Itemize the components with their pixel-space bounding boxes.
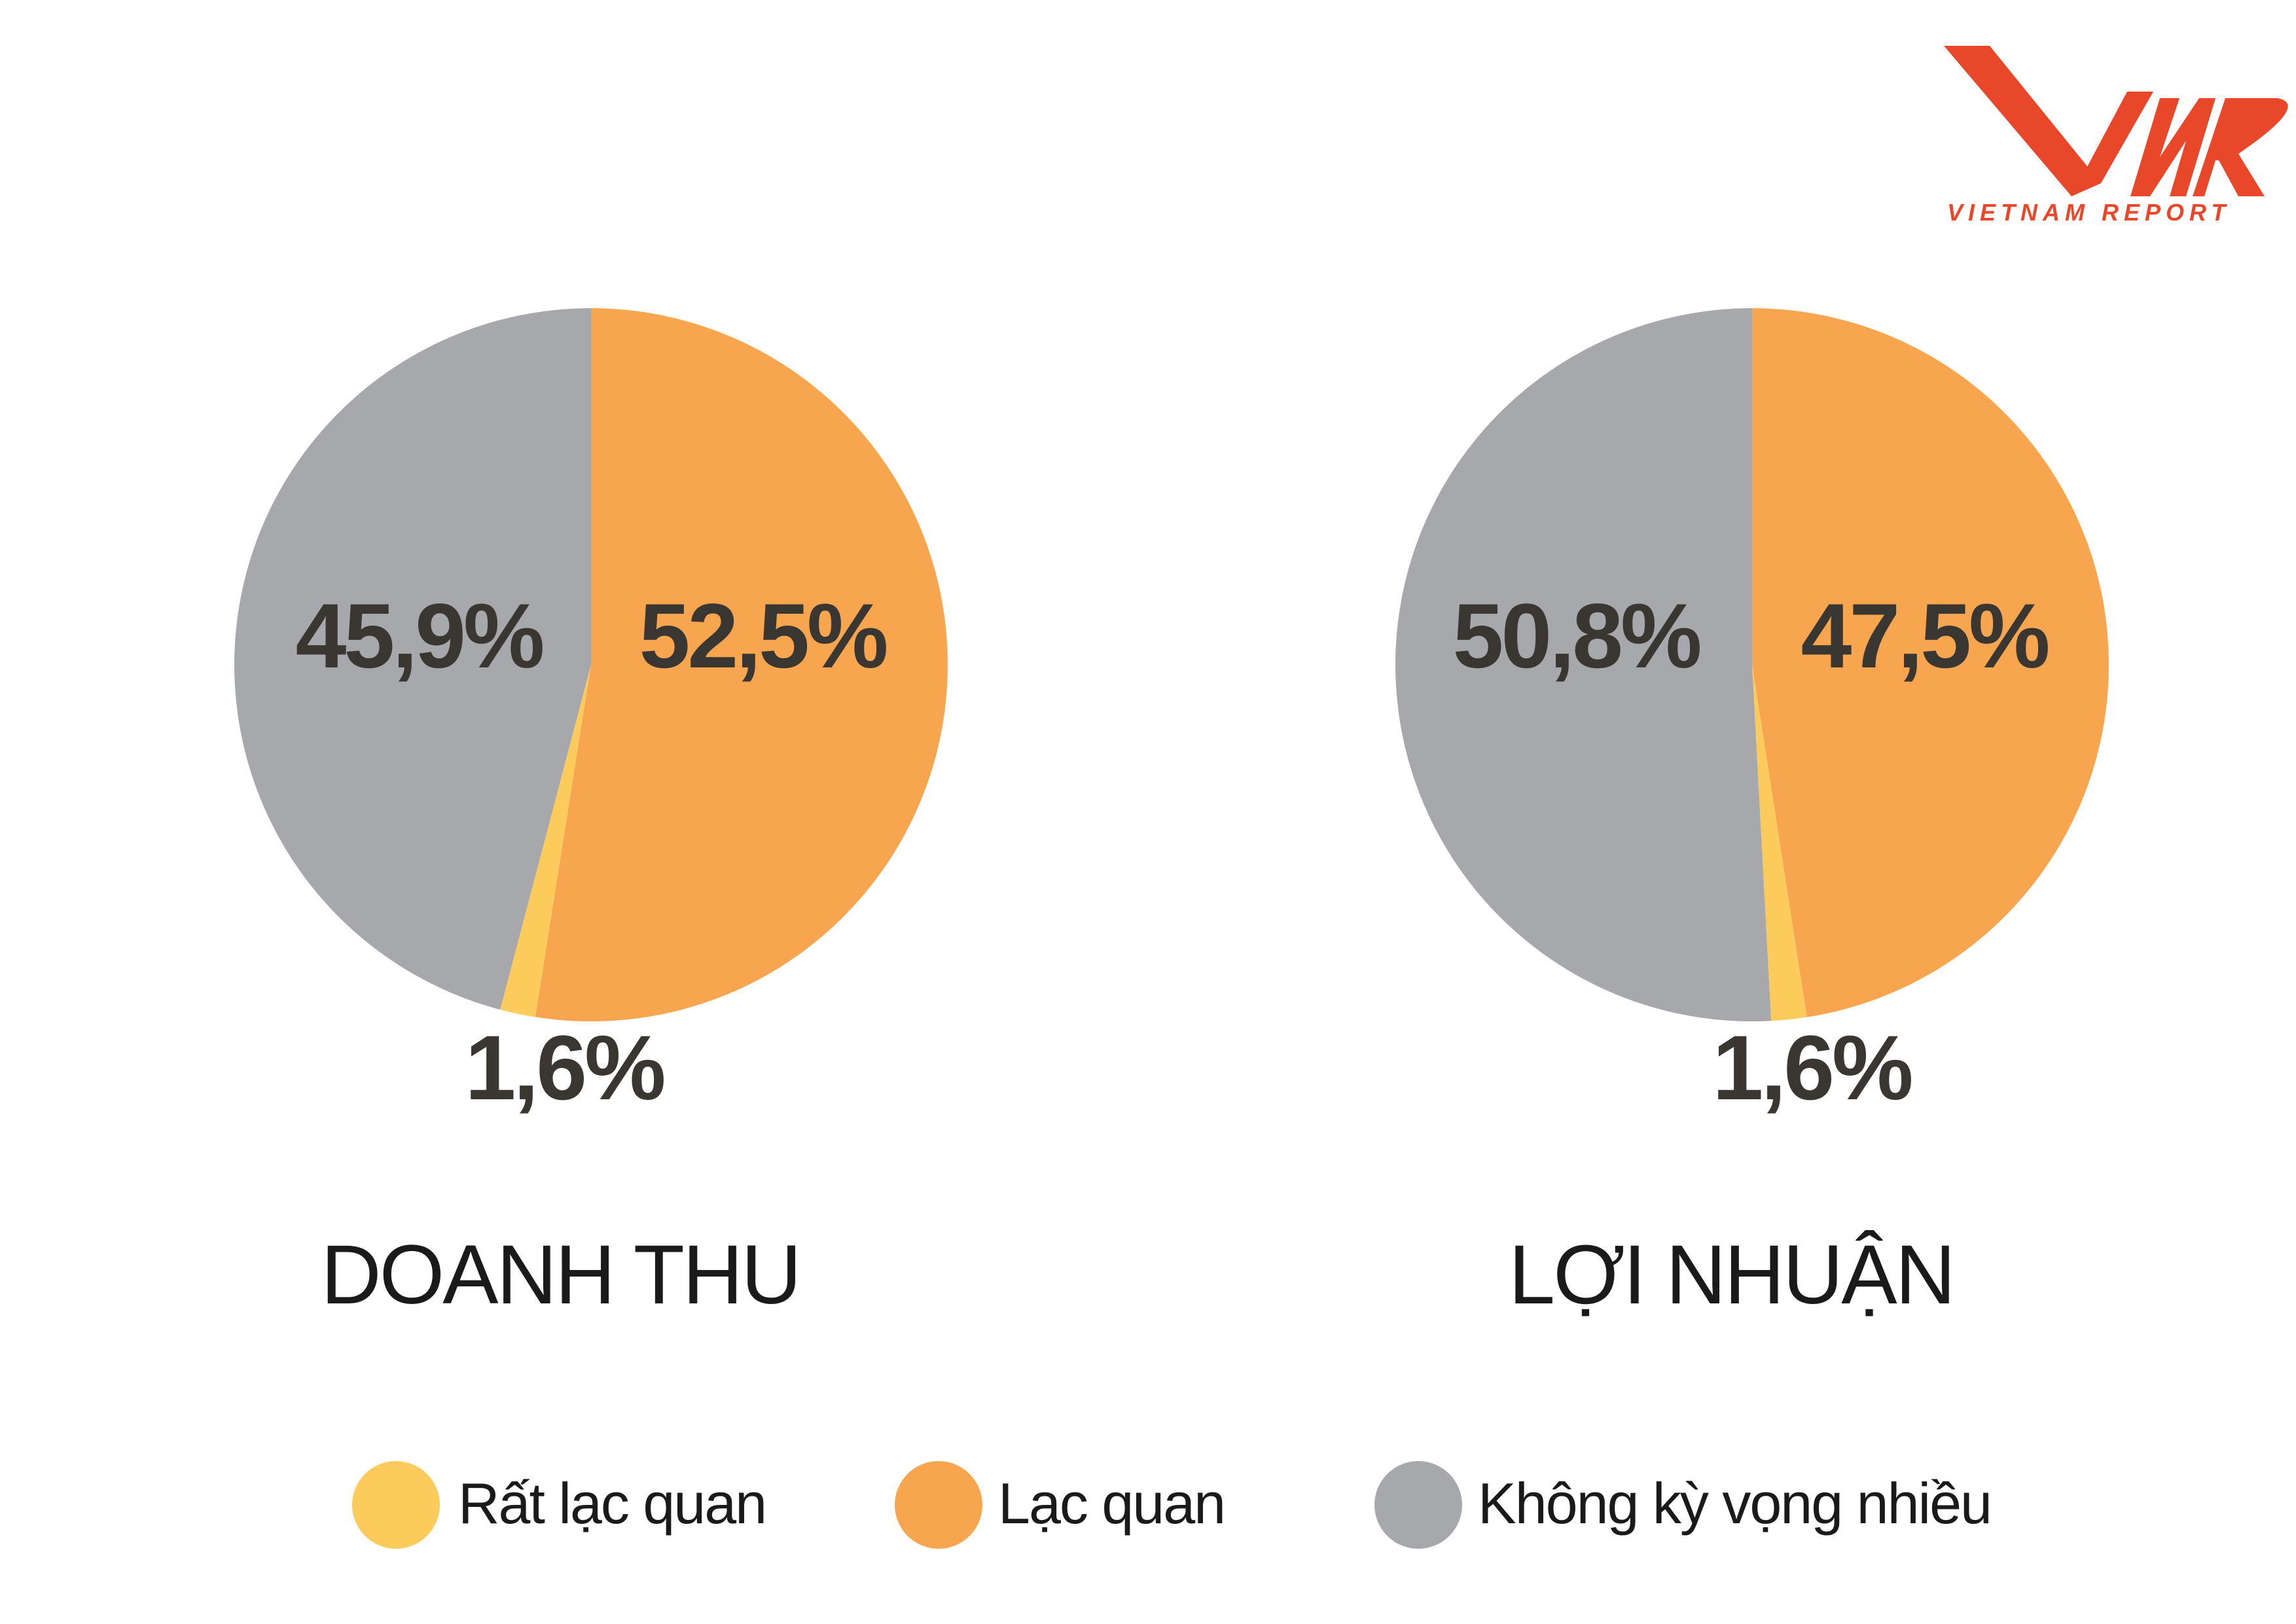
logo-text: VIETNAM REPORT [1947, 199, 2231, 226]
pie-chart-loi-nhuan: 50,8% 47,5% 1,6% LỢI NHUẬN [1395, 308, 2109, 1322]
slice-label-khong-ky-vong: 50,8% [1453, 584, 1700, 687]
slice-label-lac-quan: 47,5% [1801, 584, 2048, 687]
legend-swatch [352, 1461, 440, 1549]
pie-slice-lac-quan [1752, 308, 2109, 1017]
logo-n-mark [2130, 98, 2215, 196]
legend-label: Lạc quan [998, 1471, 1225, 1536]
chart-title-loi-nhuan: LỢI NHUẬN [1509, 1228, 1954, 1322]
pie-slice-khong-ky-vong-nhieu [234, 308, 591, 1010]
legend-item-rat-lac-quan: Rất lạc quan [352, 1461, 767, 1549]
legend-label: Rất lạc quan [458, 1471, 766, 1536]
slice-label-lac-quan: 52,5% [639, 584, 886, 687]
pie-slices [1395, 308, 2109, 1021]
chart-title-doanh-thu: DOANH THU [321, 1228, 800, 1322]
legend-swatch [895, 1461, 982, 1549]
legend: Rất lạc quan Lạc quan Không kỳ vọng nhiề… [352, 1461, 1992, 1549]
vietnam-report-logo: VIETNAM REPORT [1944, 46, 2288, 226]
slice-label-rat-lac-quan: 1,6% [465, 1016, 664, 1119]
logo-r-mark [2193, 95, 2288, 196]
slice-label-rat-lac-quan: 1,6% [1712, 1016, 1911, 1119]
pie-slice-lac-quan [535, 308, 948, 1021]
legend-swatch [1374, 1461, 1462, 1549]
legend-item-lac-quan: Lạc quan [895, 1461, 1226, 1549]
pie-slices [234, 308, 948, 1021]
logo-v-mark [1944, 46, 2101, 196]
pie-slice-khong-ky-vong-nhieu [1395, 308, 1772, 1021]
slice-label-khong-ky-vong: 45,9% [296, 584, 543, 687]
logo-v-mark-right [2072, 92, 2153, 196]
legend-item-khong-ky-vong-nhieu: Không kỳ vọng nhiều [1374, 1461, 1992, 1549]
pie-chart-doanh-thu: 45,9% 52,5% 1,6% DOANH THU [234, 308, 948, 1322]
pie-slice-rat-lac-quan [1752, 665, 1807, 1021]
legend-label: Không kỳ vọng nhiều [1478, 1471, 1991, 1536]
pie-slice-rat-lac-quan [500, 665, 591, 1017]
